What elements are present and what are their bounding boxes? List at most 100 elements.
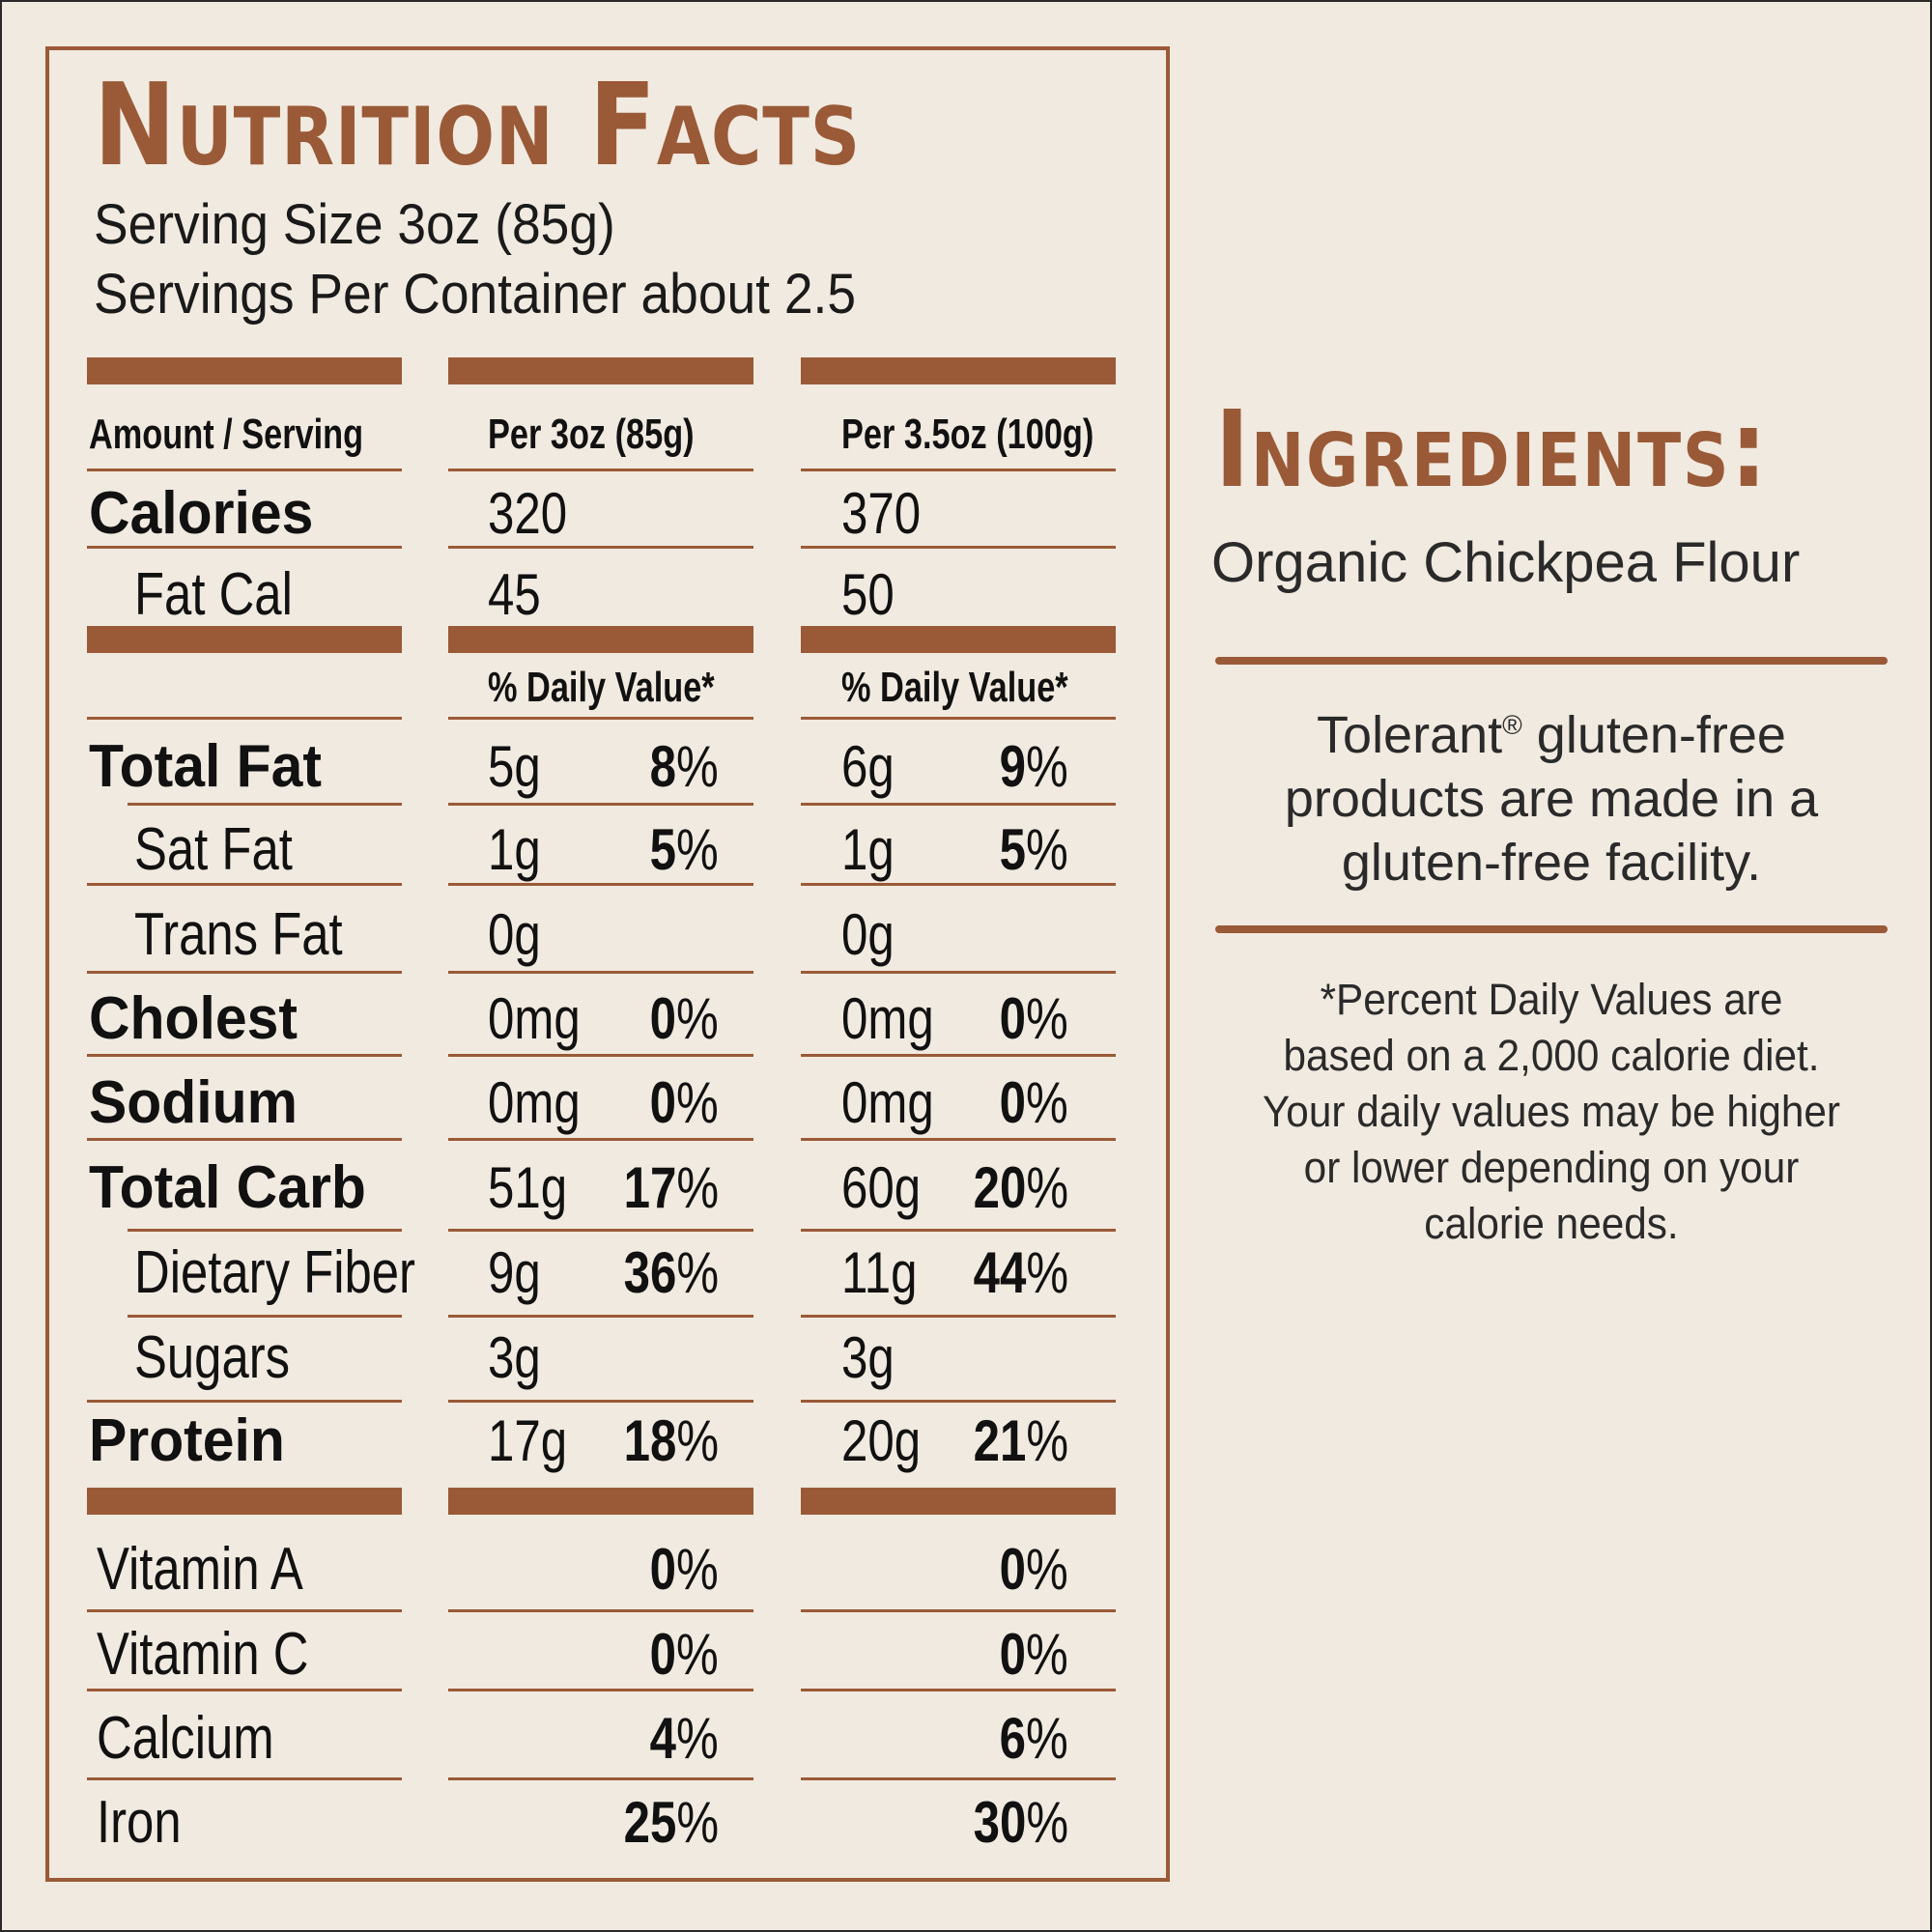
percent-daily-value: 5%: [650, 811, 719, 889]
nutrient-amount-col2: 0g: [841, 902, 895, 967]
percent-daily-value: 0%: [650, 1531, 719, 1608]
divider-top: [1215, 657, 1888, 665]
percent-daily-value: 18%: [624, 1403, 719, 1480]
percent-value: 5: [999, 817, 1027, 882]
footnote-line: calorie needs.: [1424, 1199, 1679, 1248]
gluten-free-line-3: gluten-free facility.: [1341, 834, 1762, 892]
nutrient-label: Sugars: [134, 1324, 291, 1391]
row-divider: [448, 1777, 753, 1780]
thick-bar: [801, 1488, 1116, 1515]
percent-sign: %: [676, 986, 719, 1051]
vitamin-label: Calcium: [97, 1705, 274, 1772]
percent-daily-value: 0%: [1000, 1616, 1068, 1693]
percent-value: 0: [649, 1537, 677, 1602]
row-divider: [448, 469, 753, 471]
percent-value: 0: [999, 1622, 1027, 1687]
percent-sign: %: [1026, 1155, 1068, 1220]
row-divider: [801, 1054, 1116, 1057]
percent-sign: %: [1026, 1622, 1068, 1687]
percent-daily-value: 0%: [650, 980, 719, 1058]
footnote-line: based on a 2,000 calorie diet.: [1283, 1031, 1820, 1080]
percent-value: 36: [623, 1240, 677, 1305]
row-divider: [801, 1400, 1116, 1403]
row-divider: [448, 1400, 753, 1403]
gluten-free-note: Tolerant® gluten-free products are made …: [1211, 703, 1891, 895]
nutrient-amount-col2: 0mg: [841, 986, 934, 1051]
percent-value: 8: [649, 734, 677, 799]
percent-sign: %: [676, 1790, 719, 1855]
percent-sign: %: [676, 817, 719, 882]
nutrient-amount-col1: 3g: [488, 1325, 541, 1390]
row-divider: [801, 1609, 1116, 1612]
row-divider: [448, 546, 753, 549]
thick-bar: [448, 1488, 753, 1515]
row-divider: [87, 1689, 402, 1691]
percent-value: 5: [649, 817, 677, 882]
row-divider: [801, 717, 1116, 720]
percent-value: 18: [623, 1408, 677, 1473]
percent-value: 0: [999, 986, 1027, 1051]
row-divider: [128, 1315, 402, 1318]
row-divider: [448, 1138, 753, 1141]
row-divider: [801, 1229, 1116, 1232]
row-divider: [87, 1777, 402, 1780]
nutrient-amount-col1: 0mg: [488, 986, 581, 1051]
calories-col2: 370: [841, 481, 922, 546]
nutrient-label: Cholest: [89, 985, 298, 1052]
percent-sign: %: [676, 1537, 719, 1602]
thick-bar: [448, 626, 753, 653]
percent-sign: %: [1026, 734, 1068, 799]
thick-bar: [87, 1488, 402, 1515]
percent-sign: %: [1026, 1706, 1068, 1771]
percent-value: 6: [999, 1706, 1027, 1771]
percent-daily-value: 5%: [1000, 811, 1068, 889]
vitamin-label: Iron: [97, 1789, 182, 1856]
row-divider: [87, 1400, 402, 1403]
row-divider: [801, 546, 1116, 549]
nutrient-amount-col2: 20g: [841, 1408, 922, 1473]
nutrient-label: Sodium: [89, 1069, 298, 1136]
percent-sign: %: [676, 1240, 719, 1305]
percent-daily-value: 21%: [974, 1403, 1068, 1480]
row-divider: [448, 1689, 753, 1691]
per-3oz-header: Per 3oz (85g): [488, 411, 695, 458]
nutrient-label: Total Carb: [89, 1154, 366, 1221]
daily-value-header-col1: % Daily Value*: [488, 664, 715, 711]
nutrient-amount-col2: 11g: [841, 1240, 918, 1305]
row-divider: [448, 1229, 753, 1232]
percent-daily-value: 9%: [1000, 728, 1068, 806]
nutrient-amount-col1: 17g: [488, 1408, 568, 1473]
percent-daily-value: 0%: [650, 1616, 719, 1693]
percent-sign: %: [676, 1408, 719, 1473]
row-divider: [801, 1315, 1116, 1318]
row-divider: [801, 1689, 1116, 1691]
brand-name: Tolerant: [1317, 706, 1503, 764]
servings-per-container: Servings Per Container about 2.5: [94, 263, 857, 326]
percent-daily-value: 4%: [650, 1700, 719, 1777]
thick-bar: [87, 626, 402, 653]
thick-bar: [448, 357, 753, 384]
nutrient-label: Sat Fat: [134, 816, 293, 883]
gluten-free-line-1: Tolerant® gluten-free: [1211, 703, 1891, 767]
row-divider: [128, 803, 402, 806]
gluten-free-line-1-rest: gluten-free: [1521, 706, 1786, 764]
row-divider: [87, 883, 402, 886]
nutrient-amount-col2: 3g: [841, 1325, 895, 1390]
vitamin-label: Vitamin C: [97, 1621, 309, 1688]
row-divider: [87, 546, 402, 549]
nutrient-amount-col2: 6g: [841, 734, 895, 799]
nutrition-facts-title: Nutrition Facts: [94, 58, 862, 191]
percent-sign: %: [676, 1622, 719, 1687]
vitamin-label: Vitamin A: [97, 1536, 303, 1603]
percent-daily-value: 8%: [650, 728, 719, 806]
percent-daily-value: 6%: [1000, 1700, 1068, 1777]
percent-daily-value: 44%: [974, 1235, 1068, 1312]
percent-daily-value: 25%: [624, 1784, 719, 1861]
percent-value: 0: [649, 1070, 677, 1135]
row-divider: [87, 469, 402, 471]
percent-sign: %: [1026, 1070, 1068, 1135]
percent-value: 0: [999, 1537, 1027, 1602]
nutrient-amount-col1: 1g: [488, 817, 541, 882]
percent-sign: %: [1026, 1408, 1068, 1473]
